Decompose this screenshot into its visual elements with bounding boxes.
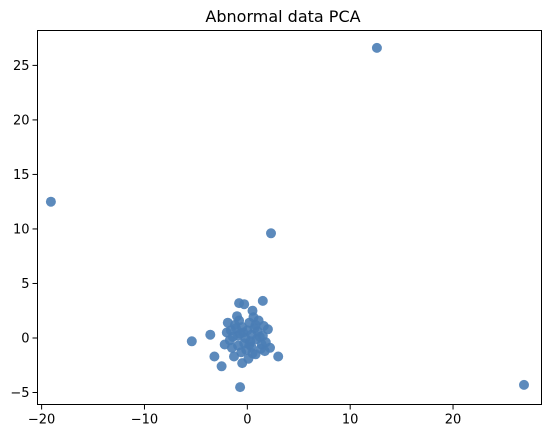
data-point xyxy=(216,361,227,372)
data-point xyxy=(250,319,261,330)
data-point xyxy=(233,340,244,351)
y-tick-label: −5 xyxy=(10,386,29,401)
y-axis-ticks: −5 0 5 10 15 20 25 xyxy=(10,59,38,401)
data-point xyxy=(266,228,276,239)
x-tick-label: 0 xyxy=(243,413,251,428)
data-point xyxy=(244,339,255,350)
x-axis-ticks: −20 −10 0 10 20 xyxy=(28,404,462,428)
data-point xyxy=(209,351,220,362)
chart-title: Abnormal data PCA xyxy=(205,7,360,26)
data-point xyxy=(235,328,246,339)
x-tick-label: −10 xyxy=(131,413,158,428)
data-point xyxy=(254,331,265,342)
data-point xyxy=(222,317,233,328)
y-tick-label: 25 xyxy=(13,59,30,74)
x-tick-label: 10 xyxy=(342,413,359,428)
data-point xyxy=(235,382,246,393)
data-point xyxy=(239,299,250,310)
y-tick-label: 15 xyxy=(13,168,30,183)
data-points xyxy=(45,42,529,393)
data-point xyxy=(186,336,197,347)
data-point xyxy=(247,348,258,359)
data-point xyxy=(519,379,529,390)
data-point xyxy=(265,342,275,353)
data-point xyxy=(273,351,284,362)
plot-frame xyxy=(37,30,542,405)
data-point xyxy=(262,324,273,335)
data-point xyxy=(229,351,239,362)
x-tick-label: 20 xyxy=(445,413,462,428)
data-point xyxy=(205,329,216,340)
data-point xyxy=(219,339,230,350)
y-tick-label: 5 xyxy=(21,277,29,292)
y-tick-label: 20 xyxy=(13,113,30,128)
data-point xyxy=(256,339,267,350)
data-point xyxy=(248,312,259,323)
data-point xyxy=(246,329,257,340)
y-tick-label: 0 xyxy=(21,331,29,346)
x-tick-label: −20 xyxy=(28,413,55,428)
y-tick-label: 10 xyxy=(13,222,30,237)
data-point xyxy=(371,42,382,53)
data-point xyxy=(257,295,268,306)
data-point xyxy=(45,196,56,207)
